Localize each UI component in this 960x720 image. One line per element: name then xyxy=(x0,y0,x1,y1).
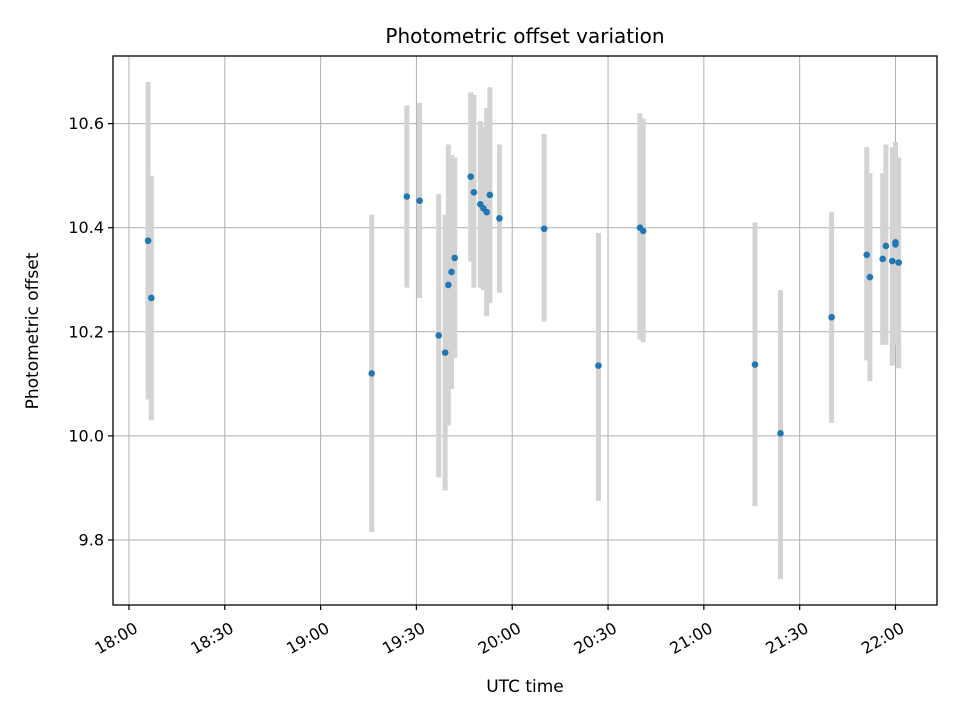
data-point xyxy=(416,197,423,204)
data-point xyxy=(441,349,449,356)
data-point xyxy=(828,313,835,321)
data-point xyxy=(595,362,602,369)
data-point xyxy=(895,259,902,266)
data-point xyxy=(403,193,411,200)
data-point xyxy=(751,361,759,368)
data-point xyxy=(496,215,503,222)
plot-frame xyxy=(112,55,938,606)
y-tick-label: 10.0 xyxy=(68,426,104,445)
data-point xyxy=(888,257,896,265)
data-point xyxy=(540,225,548,233)
y-tick-label: 10.6 xyxy=(68,114,104,133)
data-point xyxy=(486,191,494,199)
data-points xyxy=(144,173,902,437)
data-point xyxy=(777,429,784,437)
y-tick-label: 10.2 xyxy=(68,322,104,341)
data-point xyxy=(368,370,375,377)
y-axis-ticks: 9.8 10.0 10.2 10.4 10.6 xyxy=(68,114,113,549)
data-point xyxy=(435,332,443,339)
data-point xyxy=(882,242,890,250)
chart-title: Photometric offset variation xyxy=(385,24,664,48)
y-tick-label: 9.8 xyxy=(79,530,104,549)
data-point xyxy=(451,254,459,262)
data-point xyxy=(144,237,152,245)
x-axis-title: UTC time xyxy=(486,677,564,697)
data-point xyxy=(483,208,490,216)
data-point xyxy=(445,281,452,289)
data-point xyxy=(639,227,647,235)
data-point xyxy=(866,273,874,281)
data-point xyxy=(448,268,455,276)
grid xyxy=(113,56,937,605)
y-axis-title: Photometric offset xyxy=(23,252,43,409)
y-tick-label: 10.4 xyxy=(68,218,104,237)
data-point xyxy=(879,255,887,263)
data-point xyxy=(467,173,475,181)
data-point xyxy=(470,189,478,196)
data-point xyxy=(148,294,155,302)
data-point xyxy=(892,241,899,248)
data-point xyxy=(863,251,871,259)
